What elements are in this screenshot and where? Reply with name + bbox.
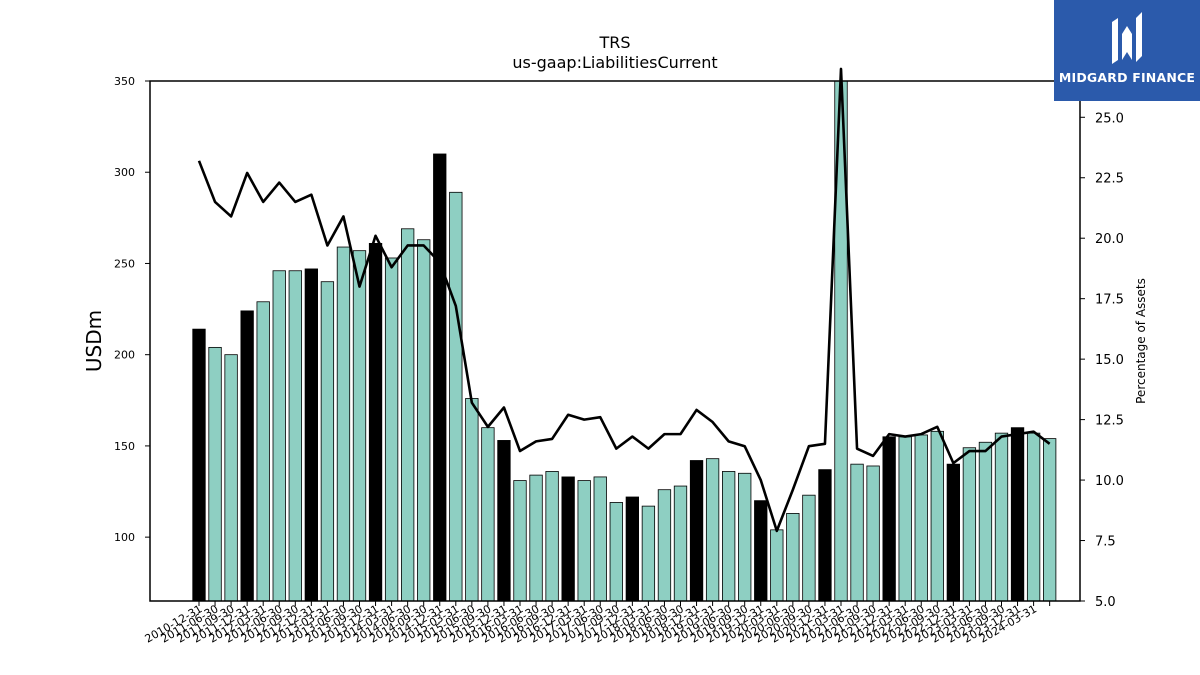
bar	[754, 500, 768, 602]
bar	[417, 239, 431, 602]
y-tick-label: 300	[114, 166, 135, 179]
y-tick-label: 350	[114, 75, 135, 88]
bar	[786, 513, 800, 602]
bar	[802, 494, 816, 602]
y2-tick-label: 10.0	[1095, 474, 1124, 489]
bar	[1043, 438, 1057, 602]
bar	[272, 270, 286, 602]
bar-series	[192, 80, 1057, 602]
y-tick-label: 100	[114, 531, 135, 544]
y2-tick-label: 17.5	[1095, 293, 1124, 308]
bar	[529, 474, 543, 602]
bar	[722, 471, 736, 602]
bar	[561, 476, 575, 602]
line-series-path	[197, 67, 1051, 533]
bar	[384, 257, 399, 602]
logo-text: MIDGARD FINANCE	[1058, 70, 1196, 85]
bar	[224, 354, 238, 602]
bar	[738, 472, 752, 602]
right-axis-ticks: 5.0 7.5 10.0 12.5 15.0 17.5 20.0 22.5 25.0	[1080, 111, 1124, 610]
bar	[850, 463, 864, 602]
bar	[641, 505, 656, 602]
bar	[818, 469, 832, 602]
plot-frame	[149, 80, 1081, 602]
y-tick-label: 200	[114, 349, 135, 362]
bar	[288, 270, 302, 602]
bar	[882, 436, 896, 602]
x-axis-ticks: 2010-12-312011-06-302011-09-302011-12-31…	[143, 601, 1051, 646]
bar	[946, 463, 960, 602]
bar	[368, 242, 383, 602]
bar	[930, 430, 944, 602]
y-axis-label: USDm	[82, 310, 106, 372]
bar	[577, 480, 591, 602]
y2-tick-label: 12.5	[1095, 414, 1124, 429]
bar	[513, 480, 527, 602]
bar	[465, 398, 479, 602]
bar	[256, 301, 270, 602]
bar	[898, 436, 912, 602]
chart-title: TRS	[598, 33, 630, 52]
bar	[192, 328, 206, 602]
bar	[657, 489, 672, 602]
y2-tick-label: 7.5	[1095, 535, 1116, 550]
y2-tick-label: 5.0	[1095, 595, 1116, 610]
bar	[673, 485, 688, 602]
bar	[400, 228, 415, 602]
bar	[609, 502, 623, 602]
bar	[545, 471, 559, 602]
bar	[978, 441, 993, 602]
bar	[497, 440, 511, 602]
y2-tick-label: 20.0	[1095, 232, 1124, 247]
bar	[481, 427, 495, 602]
right-axis-label: Percentage of Assets	[1134, 278, 1148, 404]
logo-mark-icon	[1112, 12, 1142, 64]
bar	[352, 250, 367, 602]
bar	[689, 460, 704, 602]
y2-tick-label: 15.0	[1095, 353, 1124, 368]
bar	[994, 432, 1009, 602]
bar	[320, 281, 335, 602]
chart-subtitle: us-gaap:LiabilitiesCurrent	[512, 53, 717, 72]
bar	[208, 346, 222, 602]
bar	[240, 310, 254, 602]
bar	[593, 476, 607, 602]
bar	[705, 458, 720, 602]
y-tick-label: 150	[114, 440, 135, 453]
bar	[304, 268, 319, 602]
y2-tick-label: 22.5	[1095, 172, 1124, 187]
bar	[433, 153, 447, 602]
bar	[962, 447, 977, 602]
bar	[336, 246, 351, 602]
bar	[914, 434, 928, 602]
bar	[866, 465, 880, 602]
bar	[1010, 427, 1025, 602]
bar	[770, 529, 784, 602]
bar	[449, 191, 463, 602]
y2-tick-label: 25.0	[1095, 111, 1124, 126]
left-axis-ticks: 100 150 200 250 300 350	[114, 75, 150, 544]
y-tick-label: 250	[114, 257, 135, 270]
brand-logo: MIDGARD FINANCE	[1054, 0, 1200, 101]
bar	[625, 496, 639, 602]
line-series	[197, 67, 1051, 533]
bar	[1026, 432, 1041, 602]
